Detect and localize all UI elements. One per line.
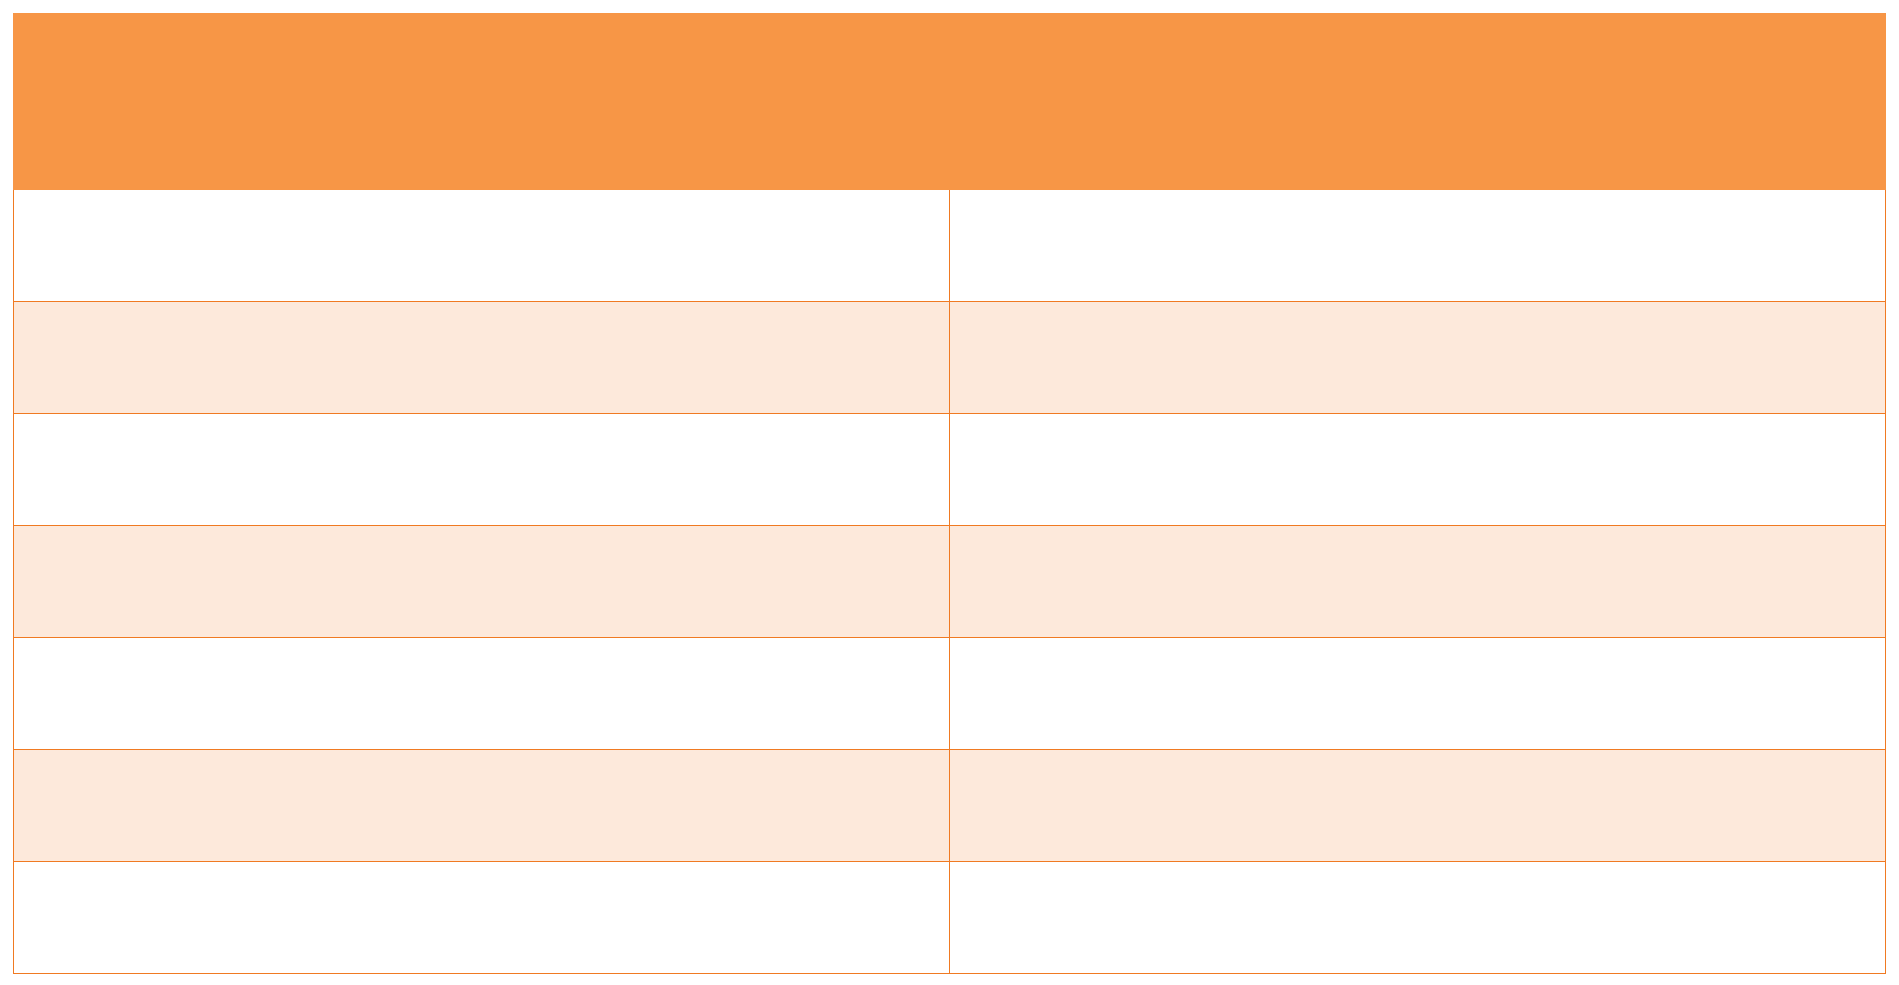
header-cell [13,13,1886,190]
table-cell [13,637,950,750]
table-cell [949,301,1886,414]
table-cell [13,301,950,414]
table-row [13,413,1886,526]
table-cell [949,189,1886,302]
table-row [13,749,1886,862]
header-row [13,13,1886,190]
table-row [13,861,1886,974]
table-cell [949,861,1886,974]
table-row [13,189,1886,302]
table-cell [949,413,1886,526]
table-cell [13,413,950,526]
table-row [13,525,1886,638]
table-cell [13,749,950,862]
table-cell [13,525,950,638]
table-row [13,301,1886,414]
table-cell [13,861,950,974]
table-cell [949,749,1886,862]
table-cell [13,189,950,302]
table-cell [949,525,1886,638]
table-row [13,637,1886,750]
empty-table [13,13,1886,974]
table-cell [949,637,1886,750]
